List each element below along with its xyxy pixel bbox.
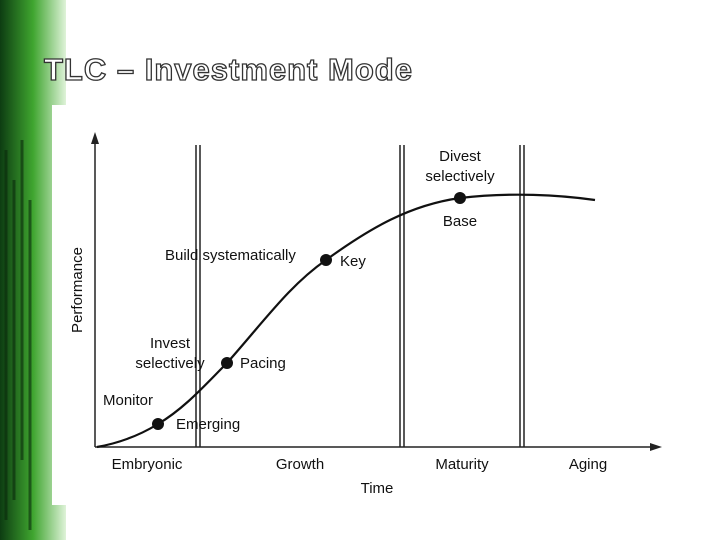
tech-label: Pacing (240, 355, 286, 372)
strategy-label: Invest (150, 335, 191, 352)
strategy-label: Build systematically (165, 247, 296, 264)
strategy-label: selectively (135, 355, 205, 372)
strategy-label: selectively (425, 168, 495, 185)
strategy-label: Divest (439, 148, 482, 165)
phase-label: Aging (569, 456, 607, 473)
strategy-label: Monitor (103, 392, 153, 409)
point-key (320, 254, 332, 266)
phase-label: Embryonic (112, 456, 183, 473)
points (152, 192, 466, 430)
strip-bars (4, 140, 32, 530)
slide-title: TLC – Investment Mode (44, 52, 413, 87)
x-axis-label: Time (361, 480, 394, 497)
tech-label: Base (443, 213, 477, 230)
point-base (454, 192, 466, 204)
phase-label: Growth (276, 456, 324, 473)
axes (91, 132, 662, 451)
point-pacing (221, 357, 233, 369)
tech-label: Key (340, 253, 366, 270)
phase-label: Maturity (435, 456, 489, 473)
tech-label: Emerging (176, 416, 240, 433)
point-emerging (152, 418, 164, 430)
y-axis-label: Performance (69, 247, 86, 333)
diagram-panel (52, 105, 720, 505)
